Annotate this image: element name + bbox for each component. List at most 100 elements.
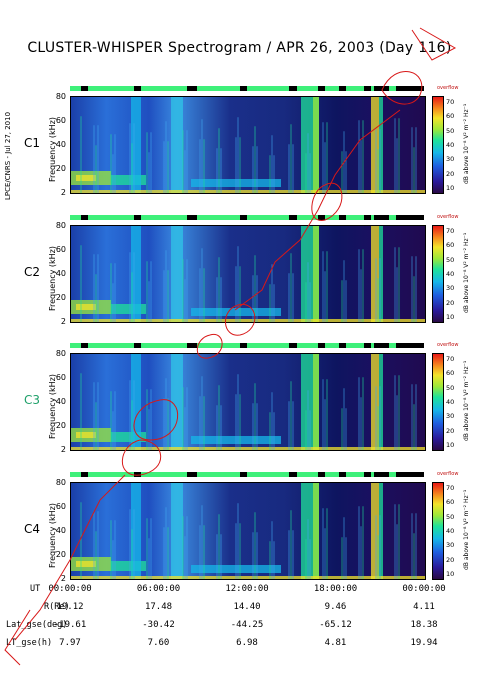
x-tick-label: 00:00:00 xyxy=(402,584,446,594)
spectrogram-plot xyxy=(70,225,426,323)
spectrogram-image xyxy=(71,97,425,193)
telemetry-segment xyxy=(324,343,340,348)
ephemeris-value: 9.46 xyxy=(324,602,347,612)
spectrogram-image xyxy=(71,354,425,450)
y-tick-label: 20 xyxy=(55,550,66,559)
spacecraft-label: C1 xyxy=(24,136,41,150)
ephemeris-value: 19.94 xyxy=(410,638,438,648)
y-tick-label: 20 xyxy=(55,421,66,430)
y-tick-label: 2 xyxy=(60,574,66,583)
emission-band xyxy=(313,354,319,450)
y-tick-label: 80 xyxy=(55,221,66,230)
ephemeris-row-label: R(Re) xyxy=(44,602,70,612)
emission-band xyxy=(76,561,96,567)
ephemeris-value: -30.42 xyxy=(142,620,175,630)
colorbar-tick-label: 10 xyxy=(446,313,455,321)
y-tick-label: 80 xyxy=(55,478,66,487)
colorbar-tick-label: 30 xyxy=(446,412,455,421)
colorbar-tick-label: 30 xyxy=(446,541,455,550)
telemetry-strip xyxy=(70,215,424,220)
page-title: CLUSTER-WHISPER Spectrogram / APR 26, 20… xyxy=(27,40,452,56)
y-tick-label: 60 xyxy=(55,502,66,511)
telemetry-segment xyxy=(388,86,396,91)
emission-band xyxy=(371,354,379,450)
colorbar-tick-label: 50 xyxy=(446,126,455,135)
emission-band xyxy=(379,97,383,193)
telemetry-segment xyxy=(87,343,134,348)
colorbar xyxy=(432,353,444,451)
telemetry-segment xyxy=(247,343,290,348)
telemetry-segment xyxy=(346,343,364,348)
ephemeris-row-label: LT_gse(h) xyxy=(6,638,53,648)
telemetry-segment xyxy=(87,215,134,220)
ephemeris-row-label: Lat_gse(deg) xyxy=(6,620,68,630)
emission-band xyxy=(171,226,183,322)
telemetry-segment xyxy=(247,472,290,477)
telemetry-segment xyxy=(70,343,81,348)
telemetry-segment xyxy=(370,215,375,220)
colorbar-tick-label: 50 xyxy=(446,383,455,392)
colorbar xyxy=(432,482,444,580)
spectrogram-image xyxy=(71,226,425,322)
ephemeris-value: 6.98 xyxy=(236,638,258,648)
y-tick-label: 60 xyxy=(55,373,66,382)
telemetry-segment xyxy=(247,215,290,220)
colorbar-tick-label: 10 xyxy=(446,441,455,449)
colorbar-tick-label: 20 xyxy=(446,169,455,178)
telemetry-segment xyxy=(296,215,318,220)
colorbar-tick-label: 20 xyxy=(446,555,455,564)
telemetry-strip xyxy=(70,343,424,348)
emission-band xyxy=(313,97,319,193)
emission-band xyxy=(131,354,141,450)
emission-band xyxy=(171,97,183,193)
emission-band xyxy=(171,483,183,579)
colorbar-tick-label: 60 xyxy=(446,112,455,121)
emission-band xyxy=(371,226,379,322)
spectrogram-plot xyxy=(70,353,426,451)
ephemeris-value: 17.48 xyxy=(144,602,173,612)
emission-band xyxy=(379,226,383,322)
spectrogram-plot xyxy=(70,96,426,194)
colorbar-tick-label: 50 xyxy=(446,255,455,264)
colorbar-tick-label: 60 xyxy=(446,241,455,250)
telemetry-segment xyxy=(87,472,134,477)
telemetry-strip xyxy=(70,472,424,477)
colorbar-tick-label: 40 xyxy=(446,398,455,406)
telemetry-segment xyxy=(197,343,240,348)
emission-band xyxy=(111,561,146,571)
colorbar-tick-label: 70 xyxy=(446,98,455,106)
y-tick-label: 20 xyxy=(55,293,66,302)
colorbar-tick-label: 50 xyxy=(446,512,455,521)
ephemeris-value: 18.38 xyxy=(410,620,438,630)
telemetry-segment xyxy=(388,343,396,348)
telemetry-segment xyxy=(324,215,340,220)
y-tick-label: 40 xyxy=(55,269,66,278)
colorbar-tick-label: 20 xyxy=(446,426,455,435)
emission-band xyxy=(371,483,379,579)
spacecraft-label: C2 xyxy=(24,265,41,279)
spectrogram-plot xyxy=(70,482,426,580)
y-tick-label: 2 xyxy=(60,445,66,454)
y-tick-label: 40 xyxy=(55,140,66,149)
ephemeris-value: 14.40 xyxy=(233,602,261,612)
emission-band xyxy=(379,483,383,579)
emission-band xyxy=(313,226,319,322)
ephemeris-value: -44.25 xyxy=(230,620,264,630)
telemetry-segment xyxy=(346,86,364,91)
colorbar-tick-label: 60 xyxy=(446,498,455,507)
telemetry-segment xyxy=(140,215,187,220)
colorbar-tick-label: 40 xyxy=(446,270,455,278)
y-tick-label: 60 xyxy=(55,116,66,125)
telemetry-segment xyxy=(346,215,364,220)
telemetry-segment xyxy=(370,86,375,91)
colorbar-tick-label: 70 xyxy=(446,227,455,235)
spectrogram-image xyxy=(71,483,425,579)
y-tick-label: 60 xyxy=(55,245,66,254)
emission-band xyxy=(379,354,383,450)
colorbar-tick-label: 30 xyxy=(446,155,455,164)
y-tick-label: 2 xyxy=(60,317,66,326)
telemetry-segment xyxy=(197,86,240,91)
colorbar-tick-label: 30 xyxy=(446,284,455,293)
x-tick-label: 18:00:00 xyxy=(313,584,358,594)
